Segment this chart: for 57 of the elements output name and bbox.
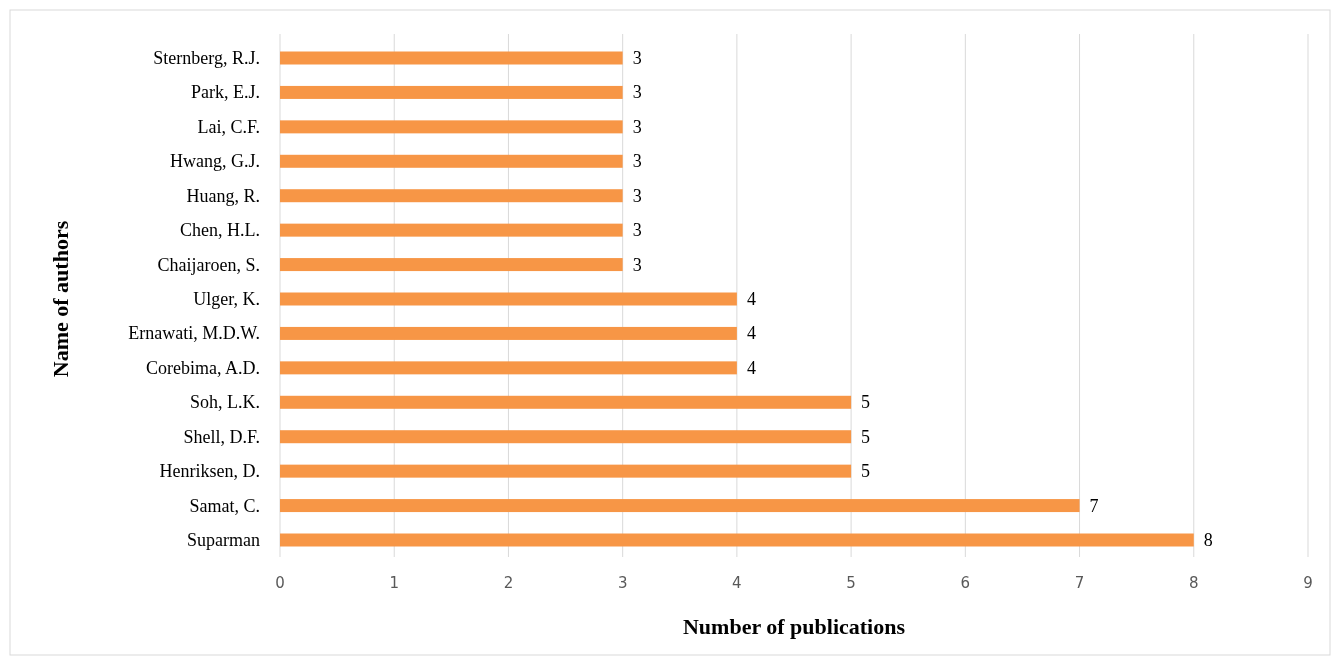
data-label: 3 <box>632 151 642 172</box>
x-tick-label: 1 <box>389 574 399 592</box>
bar <box>280 395 852 409</box>
y-tick-label: Huang, R. <box>186 185 260 206</box>
x-tick-label: 9 <box>1303 574 1313 592</box>
bar <box>280 499 1080 513</box>
x-tick-label: 2 <box>503 574 514 592</box>
x-axis-title: Number of publications <box>682 614 906 639</box>
x-tick-label: 5 <box>846 574 856 592</box>
data-label: 4 <box>746 357 756 378</box>
y-tick-label: Shell, D.F. <box>183 426 260 447</box>
data-label: 8 <box>1203 530 1213 550</box>
y-tick-label: Samat, C. <box>189 495 260 516</box>
x-tick-label: 7 <box>1074 574 1085 592</box>
data-label: 5 <box>861 426 871 447</box>
bar <box>280 154 623 168</box>
bar <box>280 361 737 375</box>
y-tick-label: Lai, C.F. <box>197 116 260 137</box>
bar <box>280 120 623 134</box>
y-tick-label: Sternberg, R.J. <box>153 48 260 68</box>
data-label: 7 <box>1089 495 1099 516</box>
bar <box>280 85 623 99</box>
data-label: 3 <box>632 220 642 241</box>
x-tick-label: 0 <box>275 574 285 592</box>
data-label: 4 <box>746 323 756 344</box>
bar <box>280 292 737 306</box>
x-tick-label: 6 <box>960 574 971 592</box>
bar <box>280 223 623 237</box>
data-label: 3 <box>632 254 642 275</box>
data-label: 3 <box>632 82 642 103</box>
data-label: 5 <box>861 392 871 413</box>
bar <box>280 51 623 65</box>
bar <box>280 430 852 444</box>
y-axis-title: Name of authors <box>48 220 73 378</box>
y-tick-label: Ulger, K. <box>193 289 260 309</box>
y-tick-label: Hwang, G.J. <box>170 151 260 172</box>
y-tick-label: Suparman <box>187 530 260 550</box>
y-tick-label: Corebima, A.D. <box>146 357 260 378</box>
bar <box>280 326 737 340</box>
data-label: 4 <box>746 289 756 309</box>
x-tick-label: 8 <box>1189 574 1199 592</box>
bar <box>280 189 623 203</box>
bar <box>280 533 1194 547</box>
x-tick-label: 3 <box>617 574 628 592</box>
y-tick-label: Ernawati, M.D.W. <box>128 323 260 344</box>
data-label: 3 <box>632 48 642 68</box>
data-label: 3 <box>632 116 642 137</box>
bar <box>280 464 852 478</box>
y-tick-label: Soh, L.K. <box>189 392 260 413</box>
bar <box>280 258 623 272</box>
y-tick-label: Chen, H.L. <box>180 220 260 241</box>
y-tick-label: Henriksen, D. <box>159 461 260 482</box>
y-tick-label: Park, E.J. <box>191 82 260 103</box>
y-tick-label: Chaijaroen, S. <box>157 254 260 275</box>
data-label: 3 <box>632 185 642 206</box>
x-tick-label: 4 <box>732 574 742 592</box>
data-label: 5 <box>861 461 871 482</box>
